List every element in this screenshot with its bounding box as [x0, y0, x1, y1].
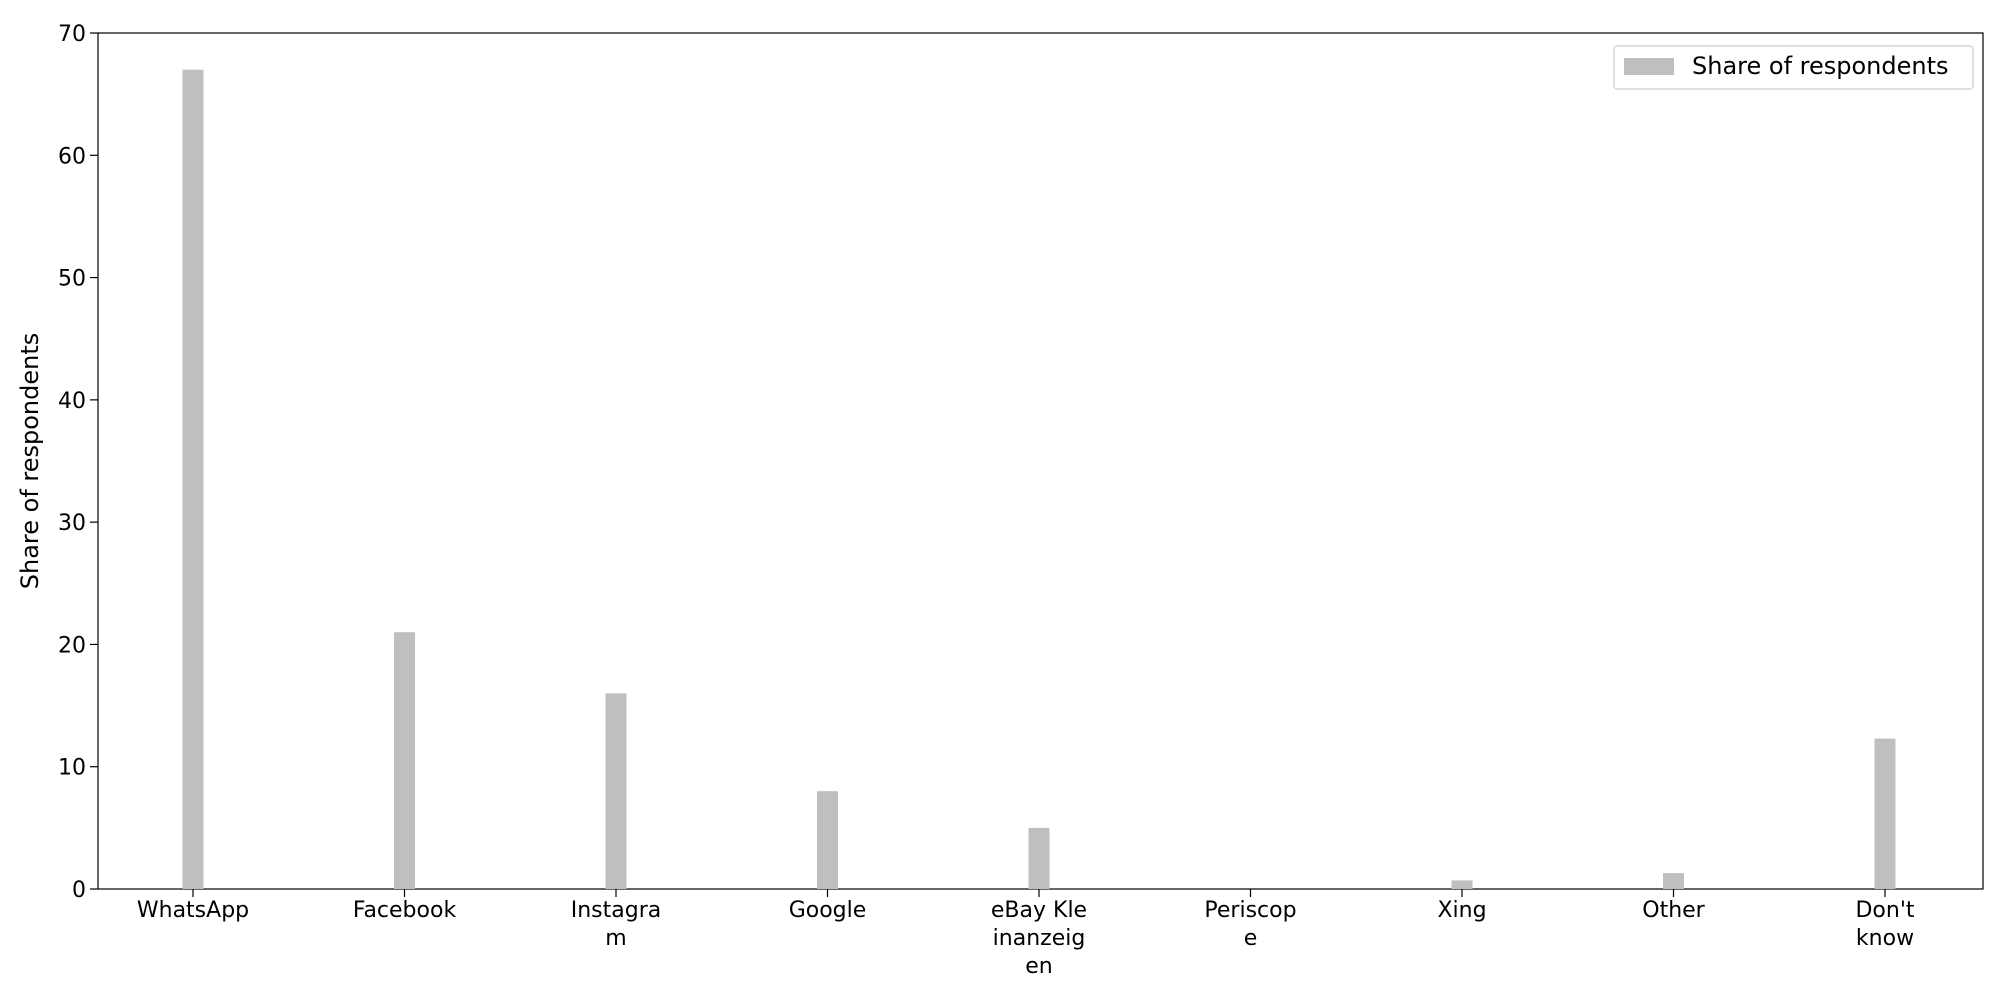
- x-tick-label: Periscop e: [1204, 898, 1296, 951]
- plot-area: [97, 32, 1984, 890]
- legend-box: [1613, 45, 1974, 90]
- bar-0: [182, 69, 204, 889]
- x-tick-label: Other: [1642, 898, 1705, 923]
- bar-2: [605, 693, 627, 889]
- bars-group: [182, 69, 1896, 889]
- bar-8: [1874, 738, 1896, 889]
- bar-6: [1451, 880, 1473, 889]
- legend: Share of respondents: [1613, 45, 1974, 90]
- y-tick-label: 20: [58, 633, 86, 658]
- y-tick-label: 30: [58, 511, 86, 536]
- y-tick-label: 0: [72, 878, 86, 903]
- x-tick-label: Instagra m: [571, 898, 662, 951]
- legend-label: Share of respondents: [1692, 52, 1949, 80]
- bar-1: [394, 632, 415, 889]
- x-tick-label: Xing: [1437, 898, 1486, 923]
- y-tick-label: 70: [58, 22, 86, 47]
- x-tick-label: eBay Kle inanzeig en: [991, 898, 1087, 979]
- y-tick-label: 50: [58, 267, 86, 292]
- bar-4: [1028, 827, 1050, 889]
- y-tick-label: 60: [58, 144, 86, 169]
- y-tick-label: 40: [58, 389, 86, 414]
- x-tick-label: WhatsApp: [137, 898, 249, 923]
- x-axis: WhatsApp Facebook Instagra m Google eBay Kle i…: [137, 889, 1915, 979]
- x-tick-label: Facebook: [353, 898, 457, 923]
- y-axis-label: Share of respondents: [16, 333, 44, 590]
- legend-swatch: [1624, 58, 1674, 75]
- y-axis: 0 10 20 30 40 50 60 70: [58, 22, 98, 903]
- y-tick-label: 10: [58, 756, 86, 781]
- bar-3: [817, 791, 838, 889]
- bar-7: [1663, 873, 1684, 889]
- x-tick-label: Google: [789, 898, 867, 923]
- x-tick-label: Don't know: [1855, 898, 1914, 951]
